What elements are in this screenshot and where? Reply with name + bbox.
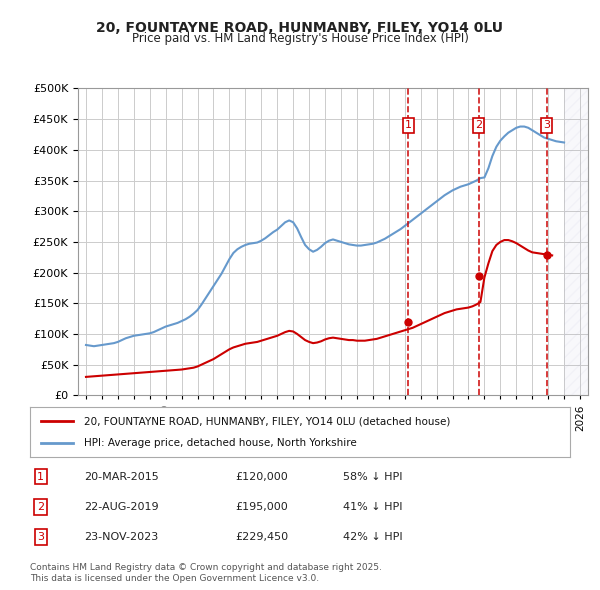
Text: 2: 2 [37,502,44,512]
Text: 42% ↓ HPI: 42% ↓ HPI [343,532,403,542]
Text: Contains HM Land Registry data © Crown copyright and database right 2025.
This d: Contains HM Land Registry data © Crown c… [30,563,382,583]
Text: £195,000: £195,000 [235,502,288,512]
Text: 3: 3 [37,532,44,542]
Text: 1: 1 [37,471,44,481]
Text: 2: 2 [475,120,482,130]
Text: 20, FOUNTAYNE ROAD, HUNMANBY, FILEY, YO14 0LU: 20, FOUNTAYNE ROAD, HUNMANBY, FILEY, YO1… [97,21,503,35]
Text: 3: 3 [543,120,550,130]
Bar [564,88,588,395]
Text: 23-NOV-2023: 23-NOV-2023 [84,532,158,542]
Text: Price paid vs. HM Land Registry's House Price Index (HPI): Price paid vs. HM Land Registry's House … [131,32,469,45]
Text: £120,000: £120,000 [235,471,288,481]
Text: HPI: Average price, detached house, North Yorkshire: HPI: Average price, detached house, Nort… [84,438,357,448]
Text: 20, FOUNTAYNE ROAD, HUNMANBY, FILEY, YO14 0LU (detached house): 20, FOUNTAYNE ROAD, HUNMANBY, FILEY, YO1… [84,416,451,426]
Text: 20-MAR-2015: 20-MAR-2015 [84,471,159,481]
Text: 1: 1 [405,120,412,130]
Text: 22-AUG-2019: 22-AUG-2019 [84,502,158,512]
Text: £229,450: £229,450 [235,532,289,542]
Text: 41% ↓ HPI: 41% ↓ HPI [343,502,403,512]
Text: 58% ↓ HPI: 58% ↓ HPI [343,471,403,481]
